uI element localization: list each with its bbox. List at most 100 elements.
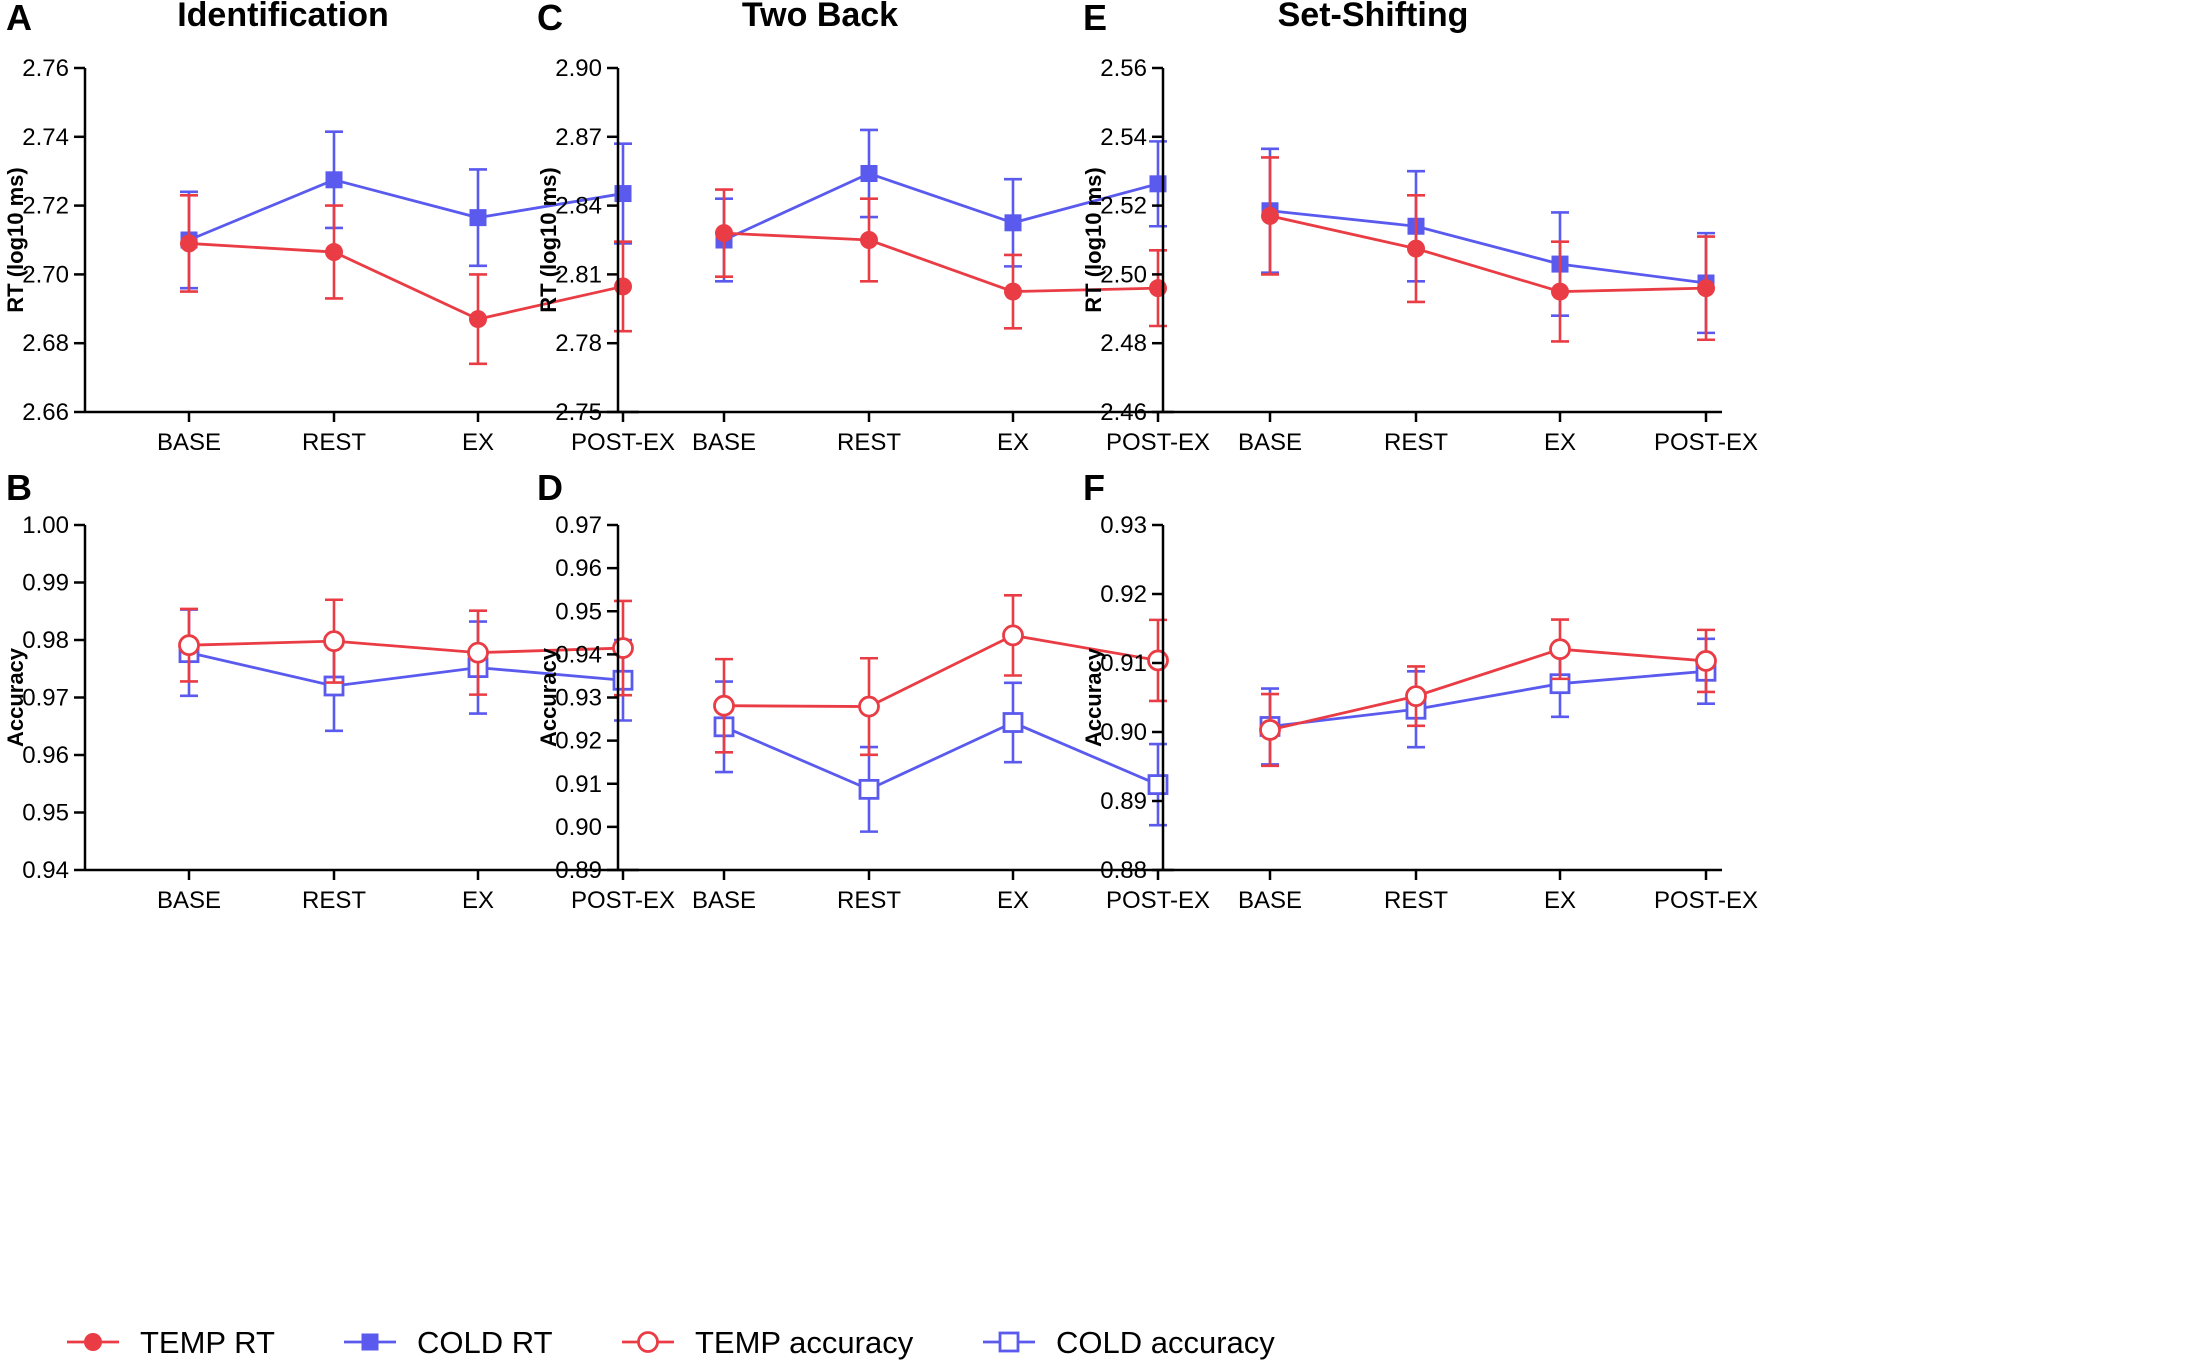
legend-label: COLD RT bbox=[417, 1325, 553, 1360]
data-point bbox=[1259, 719, 1281, 741]
x-tick-label: POST-EX bbox=[571, 429, 675, 456]
panel-letter: C bbox=[537, 0, 563, 38]
x-tick-label: REST bbox=[1384, 429, 1448, 456]
y-tick-label: 0.95 bbox=[555, 598, 602, 625]
data-point bbox=[1697, 279, 1715, 298]
x-tick-label: BASE bbox=[157, 429, 221, 456]
legend-item-cold-accuracy: COLD accuracy bbox=[983, 1325, 1275, 1360]
y-axis-label: Accuracy bbox=[536, 647, 561, 747]
panel-B: BAccuracy0.940.950.960.970.980.991.00BAS… bbox=[3, 467, 675, 914]
x-tick-label: BASE bbox=[1238, 887, 1302, 914]
series-temp-rt bbox=[715, 188, 1167, 330]
y-tick-label: 2.84 bbox=[555, 193, 602, 220]
data-point bbox=[469, 209, 487, 227]
x-tick-label: EX bbox=[462, 429, 494, 456]
series-temp-accuracy bbox=[1259, 618, 1717, 768]
series-line bbox=[1269, 214, 1707, 294]
legend-item-temp-rt: TEMP RT bbox=[67, 1325, 275, 1360]
data-point bbox=[1551, 282, 1569, 301]
x-tick-label: REST bbox=[837, 429, 901, 456]
panel-letter: B bbox=[6, 467, 32, 508]
series-line bbox=[723, 171, 1159, 242]
legend-label: TEMP accuracy bbox=[695, 1325, 914, 1360]
y-axis-label: Accuracy bbox=[1081, 647, 1106, 747]
y-tick-label: 0.97 bbox=[555, 512, 602, 539]
data-point bbox=[178, 634, 200, 657]
data-point bbox=[469, 310, 487, 329]
y-tick-label: 0.91 bbox=[1100, 650, 1147, 677]
series-cold-accuracy bbox=[178, 608, 634, 733]
panel-letter: E bbox=[1083, 0, 1107, 38]
legend-marker bbox=[361, 1333, 379, 1351]
y-tick-label: 0.97 bbox=[22, 685, 69, 712]
data-point bbox=[1405, 685, 1427, 708]
x-tick-label: BASE bbox=[1238, 429, 1302, 456]
legend: TEMP RT COLD RT TEMP accuracy COLD accuracy bbox=[67, 1325, 1275, 1360]
data-point bbox=[180, 234, 198, 253]
chart-title: Set-Shifting bbox=[1278, 0, 1469, 34]
series-line bbox=[188, 242, 624, 321]
panel-A: A Identification RT (log10 ms) 2.66 2.68 2.70… bbox=[3, 0, 675, 456]
y-tick-label: 0.98 bbox=[22, 627, 69, 654]
y-tick-label: 0.90 bbox=[555, 814, 602, 841]
y-axis-label: Accuracy bbox=[3, 647, 28, 747]
y-tick-label: 2.90 bbox=[555, 55, 602, 82]
data-point bbox=[1147, 649, 1169, 672]
series-cold-accuracy bbox=[1259, 637, 1717, 766]
series-line bbox=[1269, 669, 1707, 728]
panel-letter: F bbox=[1083, 467, 1105, 508]
y-tick-label: 2.52 bbox=[1100, 193, 1147, 220]
panel-E: E Set-Shifting RT (log10 ms) 2.46 2.48 2.50 2.… bbox=[1081, 0, 1758, 456]
data-point bbox=[858, 695, 880, 718]
x-tick-label: BASE bbox=[692, 887, 756, 914]
x-tick-label: EX bbox=[1544, 429, 1576, 456]
legend-label: TEMP RT bbox=[140, 1325, 275, 1360]
x-tick-label: EX bbox=[1544, 887, 1576, 914]
data-point bbox=[1002, 624, 1024, 647]
y-tick-label: 0.92 bbox=[1100, 581, 1147, 608]
panel-C: C Two Back RT (log10 ms) 2.75 2.78 2.81 2.84 2.… bbox=[536, 0, 1210, 456]
y-tick-label: 0.95 bbox=[22, 800, 69, 827]
data-point bbox=[1407, 239, 1425, 258]
y-tick-label: 0.93 bbox=[1100, 512, 1147, 539]
x-tick-label: EX bbox=[997, 429, 1029, 456]
series-line bbox=[1269, 209, 1707, 285]
x-tick-label: POST-EX bbox=[571, 887, 675, 914]
legend-item-temp-accuracy: TEMP accuracy bbox=[622, 1325, 914, 1360]
x-tick-label: REST bbox=[1384, 887, 1448, 914]
legend-marker bbox=[84, 1333, 102, 1351]
x-tick-label: EX bbox=[997, 887, 1029, 914]
data-point bbox=[1549, 638, 1571, 661]
y-tick-label: 0.92 bbox=[555, 728, 602, 755]
data-point bbox=[1695, 650, 1717, 672]
y-tick-label: 0.91 bbox=[555, 771, 602, 798]
series-line bbox=[723, 720, 1159, 791]
y-tick-label: 2.81 bbox=[555, 261, 602, 288]
legend-marker bbox=[998, 1331, 1020, 1353]
y-tick-label: 0.94 bbox=[22, 857, 69, 884]
data-point bbox=[1004, 282, 1022, 301]
data-point bbox=[1261, 206, 1279, 225]
y-tick-label: 0.94 bbox=[555, 641, 602, 668]
y-tick-label: 2.56 bbox=[1100, 55, 1147, 82]
y-tick-label: 2.76 bbox=[22, 55, 69, 82]
x-tick-label: POST-EX bbox=[1654, 429, 1758, 456]
series-line bbox=[188, 639, 624, 655]
data-point bbox=[1147, 774, 1169, 796]
y-tick-label: 2.78 bbox=[555, 330, 602, 357]
panel-letter: A bbox=[6, 0, 32, 38]
data-point bbox=[858, 778, 880, 800]
data-point bbox=[614, 277, 632, 296]
y-tick-label: 0.89 bbox=[1100, 788, 1147, 815]
chart-title: Two Back bbox=[742, 0, 898, 34]
x-tick-label: BASE bbox=[157, 887, 221, 914]
data-point bbox=[1149, 279, 1167, 298]
series-line bbox=[723, 231, 1159, 294]
y-tick-label: 2.75 bbox=[555, 399, 602, 426]
series-cold-rt bbox=[715, 128, 1167, 283]
x-tick-label: REST bbox=[302, 429, 366, 456]
series-cold-rt bbox=[1261, 147, 1715, 335]
data-point bbox=[325, 171, 343, 189]
y-tick-label: 0.89 bbox=[555, 857, 602, 884]
